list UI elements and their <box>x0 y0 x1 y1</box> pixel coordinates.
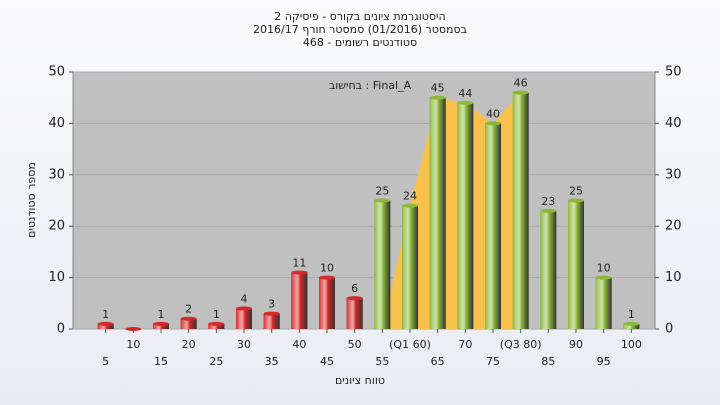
x-tick-label: 10 <box>126 338 140 351</box>
y-axis-label: מספר סטודנטים <box>25 162 38 238</box>
x-tick-label: 15 <box>154 355 168 368</box>
bar-top <box>457 100 474 105</box>
bar-top <box>97 321 114 326</box>
data-label: 4 <box>241 292 248 305</box>
chart-subtitle: בסמסטר (01/2016) סמסטר חורף 2016/17 <box>253 23 467 36</box>
data-label: 10 <box>597 262 611 275</box>
bar-top <box>485 121 501 126</box>
bar-top <box>291 270 308 275</box>
data-label: 24 <box>403 190 417 203</box>
bar <box>291 272 308 329</box>
bar <box>485 123 501 330</box>
data-label: 45 <box>431 82 445 95</box>
x-tick-label: 35 <box>265 355 279 368</box>
data-label: 3 <box>268 298 275 311</box>
bar-top <box>402 203 418 208</box>
data-label: 23 <box>541 195 555 208</box>
y-tick-label: 0 <box>57 322 65 337</box>
bar <box>97 323 114 329</box>
data-label: 1 <box>628 308 635 321</box>
bar-top <box>595 275 612 280</box>
chart-title: היסטוגרמת ציונים בקורס - פיסיקה 2 <box>274 10 445 23</box>
bar-top <box>512 90 529 95</box>
bar-top <box>208 321 225 326</box>
y2-tick-label: 30 <box>665 167 682 182</box>
bar-top <box>346 296 363 301</box>
data-label: 46 <box>514 77 528 90</box>
bar <box>263 313 280 329</box>
bar-top <box>429 95 446 100</box>
data-label: 2 <box>185 303 192 316</box>
x-tick-label: 100 <box>621 338 642 351</box>
bar <box>346 298 363 329</box>
bar-top <box>568 198 584 203</box>
x-tick-label: (Q1 60) <box>389 338 431 351</box>
bar-top <box>540 208 557 213</box>
data-label: 44 <box>458 87 472 100</box>
bar <box>595 277 612 329</box>
bar-top <box>263 311 280 316</box>
y-tick-label: 30 <box>48 167 65 182</box>
data-label: 1 <box>158 308 165 321</box>
chart-subtitle: סטודנטים רשומים - 468 <box>303 36 417 49</box>
x-tick-label: 55 <box>375 355 389 368</box>
y-tick-label: 50 <box>48 65 65 80</box>
x-tick-label: 95 <box>597 355 611 368</box>
plot-area <box>72 71 656 330</box>
bar-top <box>623 321 640 326</box>
x-tick-label: 50 <box>348 338 362 351</box>
x-axis-label: טווח ציונים <box>335 374 385 387</box>
x-tick-label: (Q3 80) <box>500 338 542 351</box>
x-tick-label: 45 <box>320 355 334 368</box>
bar <box>512 92 529 329</box>
data-label: 25 <box>375 185 389 198</box>
x-tick-label: 90 <box>569 338 583 351</box>
data-label: 40 <box>486 107 500 120</box>
bar <box>568 200 584 329</box>
bar <box>208 323 225 329</box>
bar <box>319 277 335 329</box>
x-tick-label: 85 <box>541 355 555 368</box>
bar <box>623 323 640 329</box>
x-tick-label: 5 <box>102 355 109 368</box>
y2-tick-label: 50 <box>665 65 682 80</box>
x-tick-label: 30 <box>237 338 251 351</box>
x-tick-label: 20 <box>182 338 196 351</box>
y2-tick-label: 0 <box>665 322 673 337</box>
bar-top <box>319 275 335 280</box>
bar-top <box>236 306 252 311</box>
bar <box>402 205 418 329</box>
data-label: 1 <box>102 308 109 321</box>
y-tick-label: 20 <box>48 219 65 234</box>
data-label: 6 <box>351 282 358 295</box>
data-label: 11 <box>292 256 306 269</box>
bar <box>540 210 557 329</box>
x-tick-label: 70 <box>458 338 472 351</box>
y-tick-label: 10 <box>48 270 65 285</box>
bar <box>374 200 391 329</box>
bar <box>236 308 252 329</box>
y-tick-label: 40 <box>48 116 65 131</box>
bar <box>457 102 474 329</box>
x-tick-label: 40 <box>292 338 306 351</box>
bar <box>429 97 446 329</box>
y2-tick-label: 40 <box>665 116 682 131</box>
data-label: 25 <box>569 185 583 198</box>
y2-tick-label: 10 <box>665 270 682 285</box>
bar-top <box>180 316 197 321</box>
data-label: 10 <box>320 262 334 275</box>
bar <box>153 323 169 329</box>
bar-top <box>153 321 169 326</box>
x-tick-label: 65 <box>431 355 445 368</box>
data-label: 1 <box>213 308 220 321</box>
x-tick-label: 25 <box>209 355 223 368</box>
y2-tick-label: 20 <box>665 219 682 234</box>
x-tick-label: 75 <box>486 355 500 368</box>
bar <box>180 318 197 329</box>
annotation: בחישוב : Final_A <box>329 79 412 92</box>
bar-top <box>374 198 391 203</box>
